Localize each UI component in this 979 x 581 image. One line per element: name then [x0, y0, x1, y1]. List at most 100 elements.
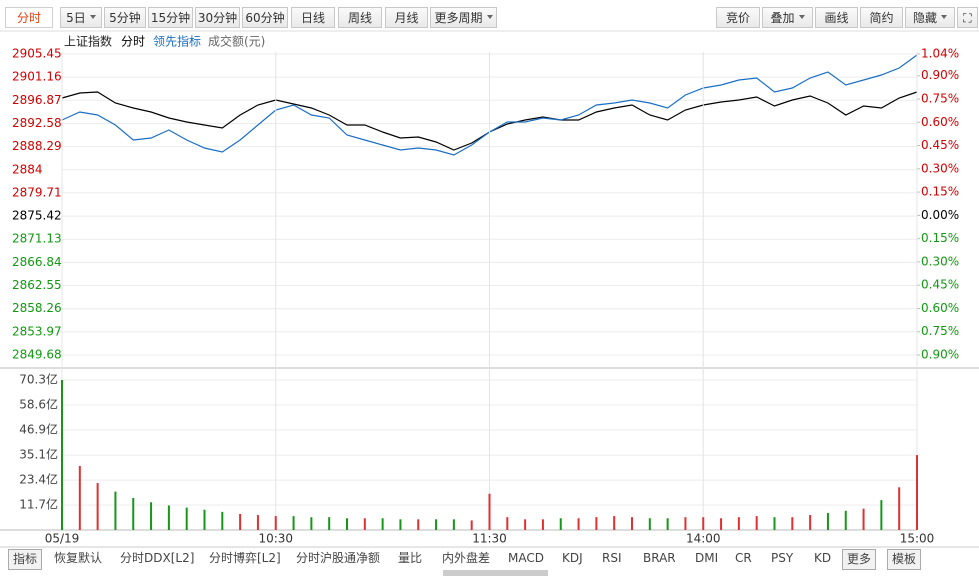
x-tick-label: 11:30 [472, 532, 507, 546]
period-button[interactable]: 30分钟 [195, 7, 240, 28]
volume-bar [916, 455, 918, 530]
volume-bar [203, 509, 206, 530]
legend-entry: 分时 [121, 35, 145, 49]
period-button[interactable]: 更多周期 [430, 7, 497, 28]
y2-tick-label: 0.45% [921, 278, 959, 292]
tab[interactable]: 量比 [398, 551, 423, 565]
y-tick-label: 2866.84 [12, 255, 62, 269]
volume-bar [613, 516, 616, 530]
y2-tick-label: 0.15% [921, 185, 959, 199]
y-tick-label: 2905.45 [12, 47, 62, 61]
y-tick-label: 2901.16 [12, 70, 62, 84]
tab[interactable]: 分时DDX[L2] [120, 551, 195, 565]
tab[interactable]: MACD [508, 551, 544, 565]
fullscreen-button[interactable]: ⛶ [957, 7, 978, 28]
volume-bar [185, 507, 188, 530]
tab[interactable]: RSI [602, 551, 622, 565]
volume-bar [720, 518, 723, 530]
volume-bar [470, 520, 473, 530]
scrollbar[interactable] [443, 570, 548, 576]
y2-tick-label: 0.60% [921, 115, 959, 129]
period-button[interactable]: 月线 [385, 7, 428, 28]
y-tick-label: 2892.58 [12, 116, 62, 130]
volume-bar [114, 491, 117, 530]
tab[interactable]: 恢复默认 [54, 551, 103, 565]
volume-bar [506, 517, 509, 530]
legend-entry: 领先指标 [153, 34, 201, 49]
volume-bar [274, 516, 277, 530]
tool-button[interactable]: 画线 [815, 7, 858, 28]
volume-bar [755, 516, 758, 530]
tab[interactable]: 内外盘差 [442, 551, 491, 565]
tab[interactable]: 指标 [8, 549, 43, 570]
volume-bar [524, 519, 527, 530]
volume-bar [737, 517, 740, 530]
y-tick-label: 2884 [12, 162, 43, 176]
y-tick-label: 2888.29 [12, 139, 62, 153]
volume-bar [702, 517, 705, 530]
volume-bar [310, 517, 313, 530]
volume-bar [417, 519, 420, 530]
period-button[interactable]: 分时 [5, 7, 53, 28]
tab[interactable]: 模板 [887, 549, 922, 570]
chart-title: 上证指数 [64, 34, 112, 49]
tab[interactable]: PSY [771, 551, 794, 565]
period-button[interactable]: 15分钟 [148, 7, 193, 28]
tab[interactable]: 分时沪股通净额 [296, 551, 381, 565]
volume-bar [61, 380, 63, 530]
label: 5日 [66, 11, 86, 25]
tab[interactable]: KD [814, 551, 832, 565]
volume-bar [452, 519, 455, 530]
tool-button[interactable]: 叠加 [762, 7, 813, 28]
period-button[interactable]: 5分钟 [104, 7, 146, 28]
tab[interactable]: DMI [695, 551, 719, 565]
tab[interactable]: KDJ [562, 551, 583, 565]
volume-bar [898, 487, 901, 530]
y2-tick-label: 0.00% [921, 208, 959, 222]
y-tick-label: 11.7亿 [19, 497, 58, 512]
y-tick-label: 58.6亿 [19, 396, 58, 411]
volume-bar [346, 518, 348, 530]
y-tick-label: 2862.55 [12, 278, 62, 292]
volume-bar [256, 515, 259, 530]
label: 叠加 [770, 11, 795, 25]
y-tick-label: 2896.87 [12, 93, 62, 107]
y2-tick-label: 0.15% [921, 231, 959, 245]
y2-tick-label: 0.90% [921, 68, 959, 82]
volume-bar [399, 519, 402, 530]
y-tick-label: 2875.42 [12, 209, 62, 223]
volume-bar [666, 518, 669, 530]
y-tick-label: 2871.13 [12, 232, 62, 246]
volume-bar [239, 513, 242, 530]
y2-tick-label: 0.45% [921, 138, 959, 152]
volume-bar [880, 500, 883, 530]
tab[interactable]: 分时博弈[L2] [209, 551, 281, 565]
period-button[interactable]: 日线 [291, 7, 335, 28]
period-button[interactable]: 5日 [60, 7, 102, 28]
tab[interactable]: BRAR [643, 551, 676, 565]
volume-bar [292, 516, 295, 530]
volume-bar [844, 510, 847, 530]
tool-button[interactable]: 隐藏 [905, 7, 955, 28]
volume-bar [791, 517, 794, 530]
volume-bar [648, 518, 651, 530]
x-tick-label: 10:30 [258, 532, 293, 546]
period-button[interactable]: 周线 [338, 7, 382, 28]
tab[interactable]: CR [735, 551, 752, 565]
volume-bar [631, 517, 633, 530]
volume-bar [773, 517, 776, 530]
tool-button[interactable]: 简约 [860, 7, 903, 28]
volume-bar [826, 512, 829, 530]
period-button[interactable]: 60分钟 [242, 7, 288, 28]
tab[interactable]: 更多 [842, 549, 877, 570]
volume-bar [328, 517, 331, 530]
y2-tick-label: 0.30% [921, 254, 959, 268]
volume-bar [684, 517, 687, 530]
y-tick-label: 2879.71 [12, 185, 62, 199]
y2-tick-label: 0.60% [921, 301, 959, 315]
y-tick-label: 70.3亿 [19, 372, 58, 387]
tool-button[interactable]: 竞价 [716, 7, 760, 28]
x-tick-label: 05/19 [45, 532, 80, 546]
